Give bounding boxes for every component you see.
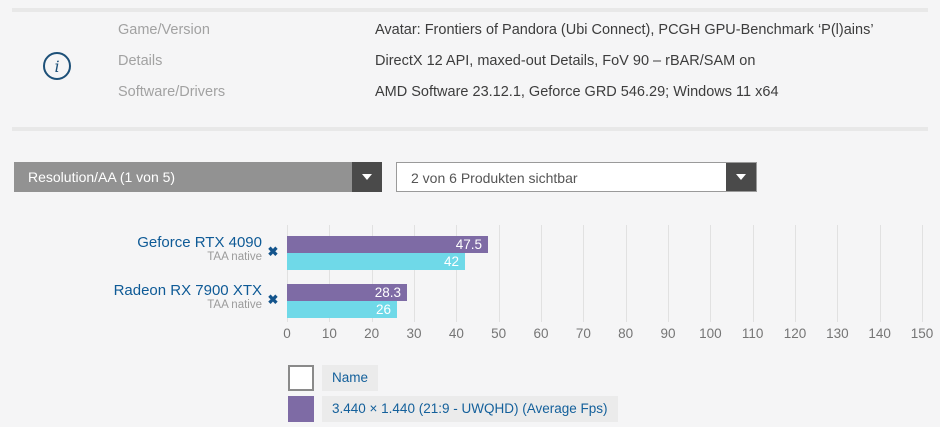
separator-middle [12,127,928,131]
gridline [668,225,669,322]
remove-product-button[interactable]: ✖ [267,244,279,259]
plot-area: 47.5 42 28.3 26 [287,225,923,322]
product-setting: TAA native [207,299,262,311]
resolution-dropdown-value: Resolution/AA (1 von 5) [28,169,176,185]
gridline [541,225,542,322]
x-axis: 0 10 20 30 40 50 60 70 80 90 100 110 120 130 140 150 [283,326,939,342]
product-setting: TAA native [207,251,262,263]
bar-value-label: 47.5 [455,237,482,252]
product-link[interactable]: Geforce RTX 4090 [137,234,262,251]
legend-checkbox [288,365,314,391]
products-dropdown-button[interactable] [726,163,756,191]
legend-item[interactable]: 3.440 × 1.440 (21:9 - UWQHD) (Average Fp… [288,396,618,422]
gridline [879,225,881,322]
bar-value-label: 42 [443,254,459,269]
legend: Name 3.440 × 1.440 (21:9 - UWQHD) (Averag… [288,365,618,427]
product-link[interactable]: Radeon RX 7900 XTX [113,282,262,299]
info-value: DirectX 12 API, maxed-out Details, FoV 9… [375,53,756,69]
legend-label: Name [322,365,379,391]
x-tick-label: 130 [826,326,849,341]
x-tick-label: 140 [868,326,891,341]
info-panel: Game/Version Avatar: Frontiers of Pandora… [118,15,874,108]
bar-value-label: 28.3 [374,285,401,300]
gridline [710,225,712,322]
gridline [837,225,839,322]
gridline [625,225,627,322]
gridline [329,225,331,322]
info-icon[interactable]: i [43,52,71,80]
x-tick-label: 110 [741,326,764,341]
x-tick-label: 70 [575,326,591,341]
info-icon-glyph: i [54,56,60,76]
gridline [414,225,415,322]
bar: 47.5 [287,236,488,253]
x-tick-label: 50 [491,326,507,341]
x-tick-label: 120 [783,326,807,341]
bar: 42 [287,253,465,270]
products-dropdown[interactable]: 2 von 6 Produkten sichtbar [396,162,757,192]
gridline [371,225,373,322]
bar: 26 [287,301,397,318]
gridline [922,225,923,322]
gridline [287,225,288,322]
separator-top [12,8,928,12]
x-tick-label: 40 [448,326,464,341]
x-tick-label: 60 [533,326,549,341]
x-tick-label: 80 [618,326,634,341]
info-row-software: Software/Drivers AMD Software 23.12.1, Ge… [118,77,874,108]
gridline [498,225,500,322]
info-value: Avatar: Frontiers of Pandora (Ubi Connec… [375,22,874,38]
gridline [456,225,458,322]
info-row-game: Game/Version Avatar: Frontiers of Pandora… [118,15,874,46]
gridline [752,225,754,322]
x-tick-label: 10 [321,326,337,341]
info-value: AMD Software 23.12.1, Geforce GRD 546.29… [375,84,779,100]
bar: 28.3 [287,284,407,301]
product-label: Geforce RTX 4090 TAA native [137,234,262,264]
info-label: Software/Drivers [118,84,226,100]
x-tick-label: 150 [910,326,934,341]
products-dropdown-value: 2 von 6 Produkten sichtbar [411,170,578,186]
info-row-details: Details DirectX 12 API, maxed-out Details… [118,46,874,77]
x-tick-label: 90 [660,326,676,341]
x-tick-label: 30 [406,326,422,341]
legend-label: 3.440 × 1.440 (21:9 - UWQHD) (Average Fp… [322,396,618,422]
chevron-down-icon [362,174,372,180]
gridline [795,225,796,322]
x-tick-label: 20 [364,326,380,341]
x-tick-label: 100 [699,326,722,341]
remove-product-button[interactable]: ✖ [267,292,279,307]
chevron-down-icon [736,174,746,180]
resolution-dropdown[interactable]: Resolution/AA (1 von 5) [14,162,382,192]
info-label: Game/Version [118,22,210,38]
x-tick-label: 0 [283,326,291,341]
info-label: Details [118,53,163,69]
gridline [583,225,585,322]
legend-color-swatch [288,396,314,422]
bar-value-label: 26 [375,302,391,317]
resolution-dropdown-button[interactable] [352,162,382,192]
legend-item[interactable]: Name [288,365,618,391]
product-label: Radeon RX 7900 XTX TAA native [114,282,262,312]
